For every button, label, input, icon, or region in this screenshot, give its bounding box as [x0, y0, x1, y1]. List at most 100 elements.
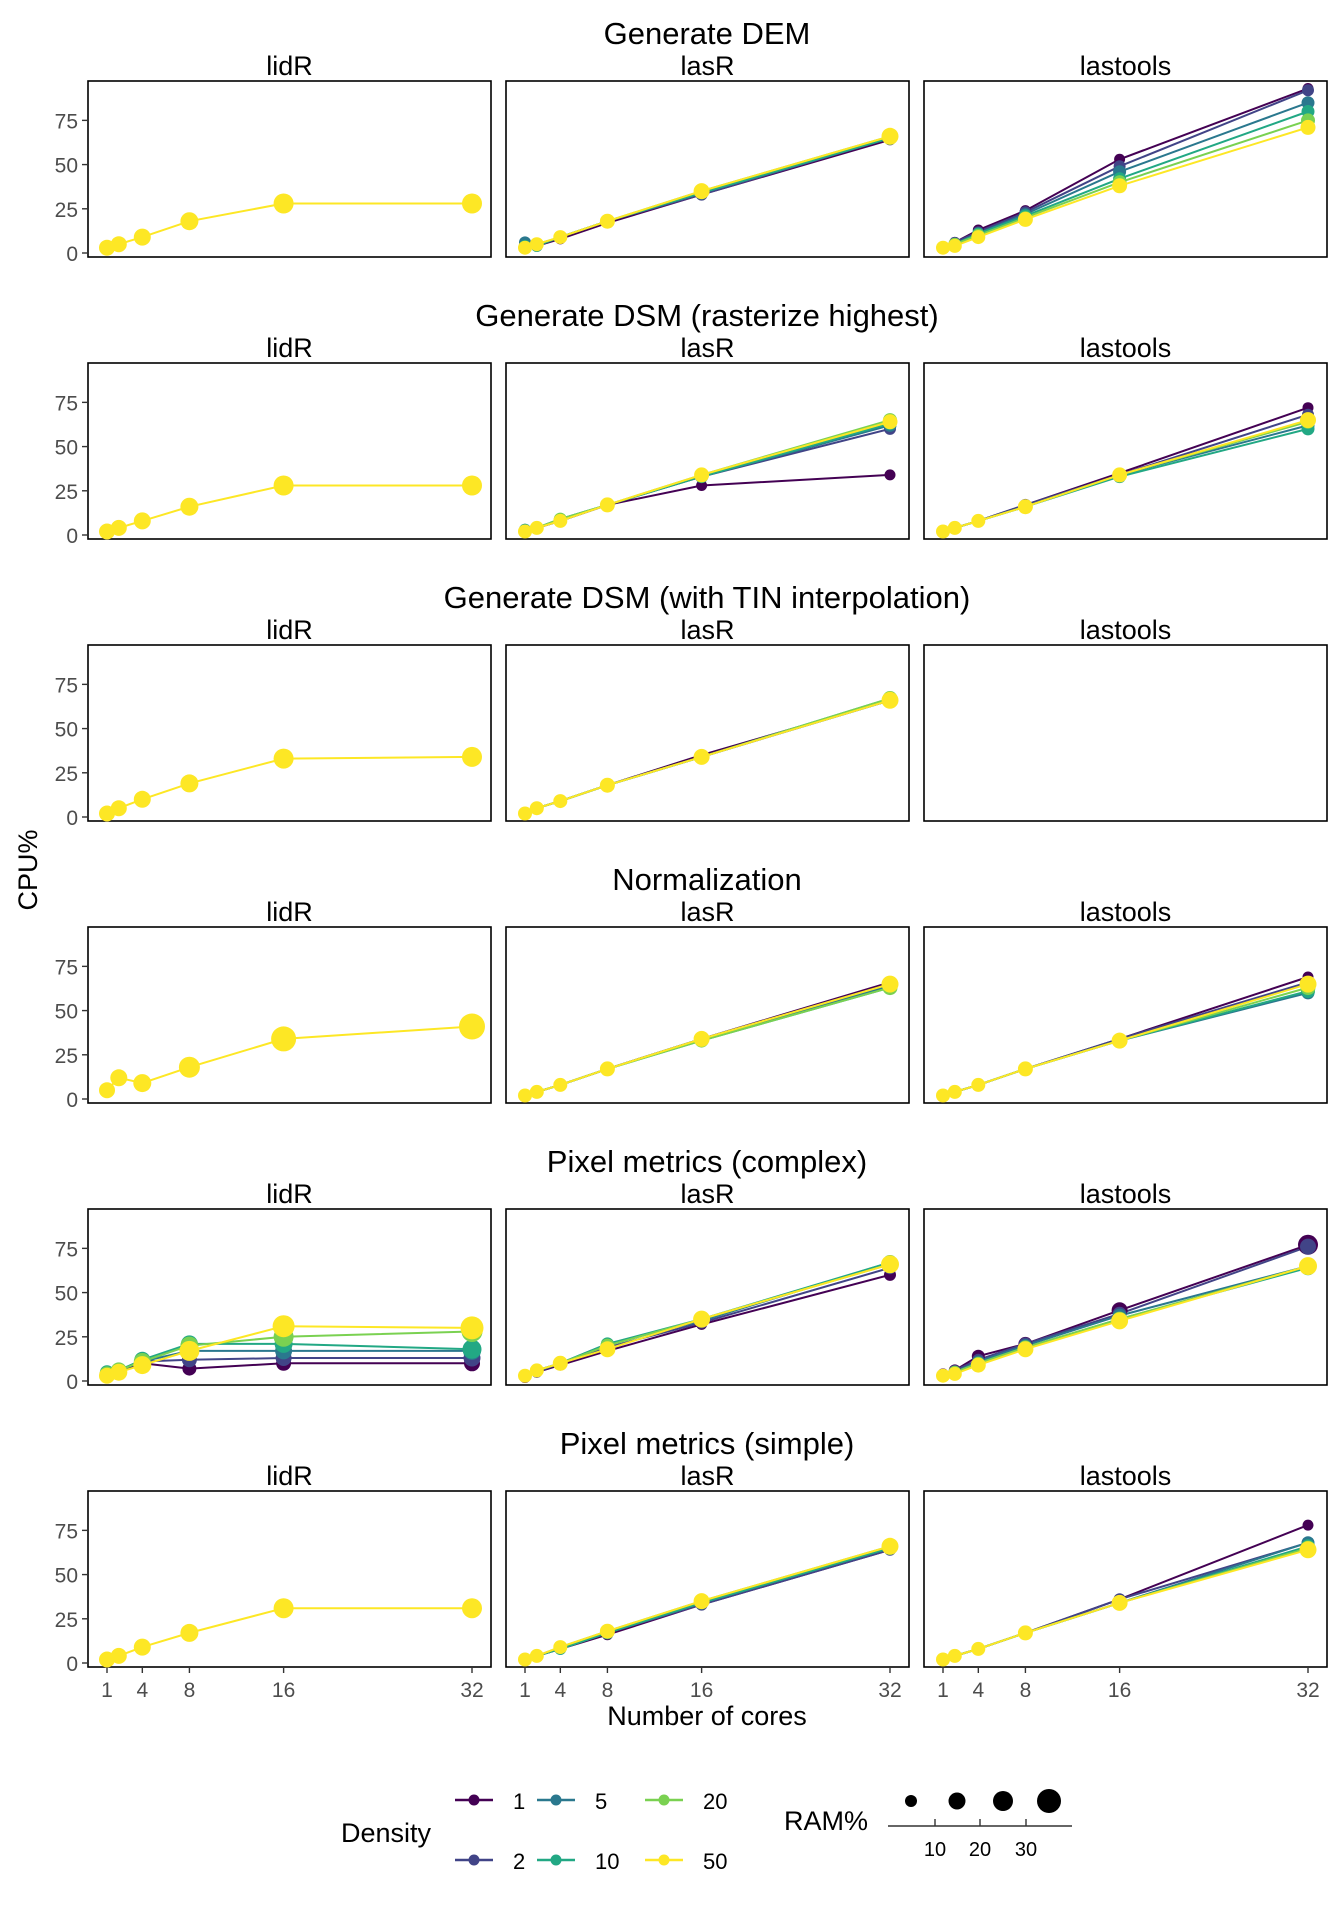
y-tick-label: 0: [66, 807, 78, 830]
data-point-density-50: [553, 230, 568, 245]
data-point-density-50: [133, 1638, 151, 1656]
data-point-density-50: [881, 1255, 899, 1274]
x-tick-label: 4: [554, 1679, 566, 1702]
data-point-density-50: [272, 1315, 295, 1338]
facet-panel: [923, 362, 1328, 540]
data-point-density-50: [133, 228, 151, 246]
x-tick-label: 8: [184, 1679, 196, 1702]
y-tick-label: 50: [55, 719, 78, 742]
x-axis-title: Number of cores: [607, 1701, 807, 1731]
y-tick-label: 0: [66, 525, 78, 548]
data-point-density-50: [936, 524, 950, 539]
legend-label-10: 10: [595, 1849, 619, 1874]
data-point-density-50: [1300, 412, 1316, 429]
data-point-density-50: [1017, 1625, 1033, 1641]
x-tick-label: 4: [136, 1679, 148, 1702]
data-point-density-50: [529, 1363, 544, 1378]
data-point-density-50: [110, 800, 127, 817]
data-point-density-50: [947, 520, 962, 535]
data-point-density-50: [529, 801, 544, 816]
legend-key-point-2: [468, 1854, 480, 1866]
facet-panel: [87, 1490, 492, 1668]
facet-panel: [505, 362, 910, 540]
facet-label-lidR: lidR: [266, 615, 313, 645]
panel-title: Pixel metrics (simple): [560, 1426, 855, 1461]
data-point-density-50: [1017, 1341, 1034, 1358]
y-tick-label: 25: [55, 481, 78, 504]
x-tick-label: 4: [972, 1679, 984, 1702]
legend-key-point-1: [468, 1794, 480, 1806]
data-point-density-50: [1300, 119, 1316, 135]
facet-panel: [87, 362, 492, 540]
data-point-density-50: [694, 467, 710, 483]
y-axis-title: CPU%: [13, 829, 43, 910]
x-tick-label: 1: [101, 1679, 113, 1702]
data-point-density-50: [273, 748, 294, 769]
facet-panel: [923, 926, 1328, 1104]
legend-ram-tick-label: 30: [1015, 1839, 1037, 1861]
data-point-density-50: [462, 1598, 482, 1619]
y-tick-label: 75: [55, 674, 78, 697]
data-point-density-50: [273, 475, 294, 496]
data-point-density-50: [936, 1652, 950, 1667]
data-point-density-10: [462, 1339, 482, 1359]
x-tick-label: 16: [1108, 1679, 1131, 1702]
legend-density-title: Density: [341, 1818, 432, 1848]
data-point-density-50: [271, 1026, 297, 1052]
legend-label-20: 20: [703, 1789, 727, 1814]
data-point-density-50: [936, 1088, 950, 1103]
data-point-density-50: [693, 1030, 710, 1047]
data-point-density-50: [110, 1647, 127, 1664]
data-point-density-50: [1111, 1312, 1129, 1330]
data-point-density-50: [881, 691, 899, 709]
facet-label-lidR: lidR: [266, 1461, 313, 1491]
data-point-density-50: [881, 1537, 899, 1555]
y-tick-label: 75: [55, 1520, 78, 1543]
facet-label-lastools: lastools: [1080, 51, 1172, 81]
facet-label-lastools: lastools: [1080, 615, 1172, 645]
legend-ram-title: RAM%: [784, 1806, 868, 1836]
data-point-density-50: [882, 414, 898, 430]
facet-label-lasR: lasR: [680, 1461, 734, 1491]
facet-panel: [505, 1490, 910, 1668]
data-point-density-50: [529, 1084, 544, 1099]
legend-key-point-20: [658, 1794, 670, 1806]
data-point-density-50: [947, 1648, 962, 1663]
y-tick-label: 25: [55, 763, 78, 786]
data-point-density-50: [553, 513, 568, 528]
data-point-density-50: [693, 183, 710, 200]
data-point-density-50: [1299, 975, 1317, 993]
data-point-density-50: [133, 1074, 152, 1093]
data-point-density-50: [518, 806, 532, 821]
data-point-density-50: [1017, 211, 1033, 227]
facet-label-lastools: lastools: [1080, 1461, 1172, 1491]
facet-label-lidR: lidR: [266, 897, 313, 927]
data-point-density-50: [1111, 1032, 1128, 1049]
x-tick-label: 32: [878, 1679, 901, 1702]
facet-label-lasR: lasR: [680, 615, 734, 645]
data-point-density-50: [459, 1013, 485, 1040]
panel-title: Normalization: [612, 862, 802, 897]
y-tick-label: 25: [55, 1045, 78, 1068]
data-point-density-50: [99, 1082, 115, 1099]
data-point-density-2: [1302, 84, 1314, 97]
data-point-density-50: [1017, 499, 1033, 515]
facet-label-lastools: lastools: [1080, 333, 1172, 363]
data-point-density-50: [947, 1084, 962, 1099]
data-point-density-50: [518, 1088, 532, 1103]
facet-panel: [87, 644, 492, 822]
data-point-density-50: [947, 1366, 962, 1381]
data-point-density-50: [180, 212, 199, 231]
x-tick-label: 16: [690, 1679, 713, 1702]
legend-label-2: 2: [513, 1849, 525, 1874]
data-point-density-50: [693, 748, 710, 765]
data-point-density-50: [599, 1061, 615, 1077]
data-point-density-50: [178, 1056, 200, 1078]
legend-label-1: 1: [513, 1789, 525, 1814]
facet-panel: [505, 644, 910, 822]
data-point-density-50: [110, 519, 127, 536]
panel-title: Generate DSM (rasterize highest): [475, 298, 938, 333]
x-tick-label: 1: [519, 1679, 531, 1702]
data-point-density-50: [599, 777, 615, 793]
legend-ram-size-3: [993, 1791, 1013, 1811]
